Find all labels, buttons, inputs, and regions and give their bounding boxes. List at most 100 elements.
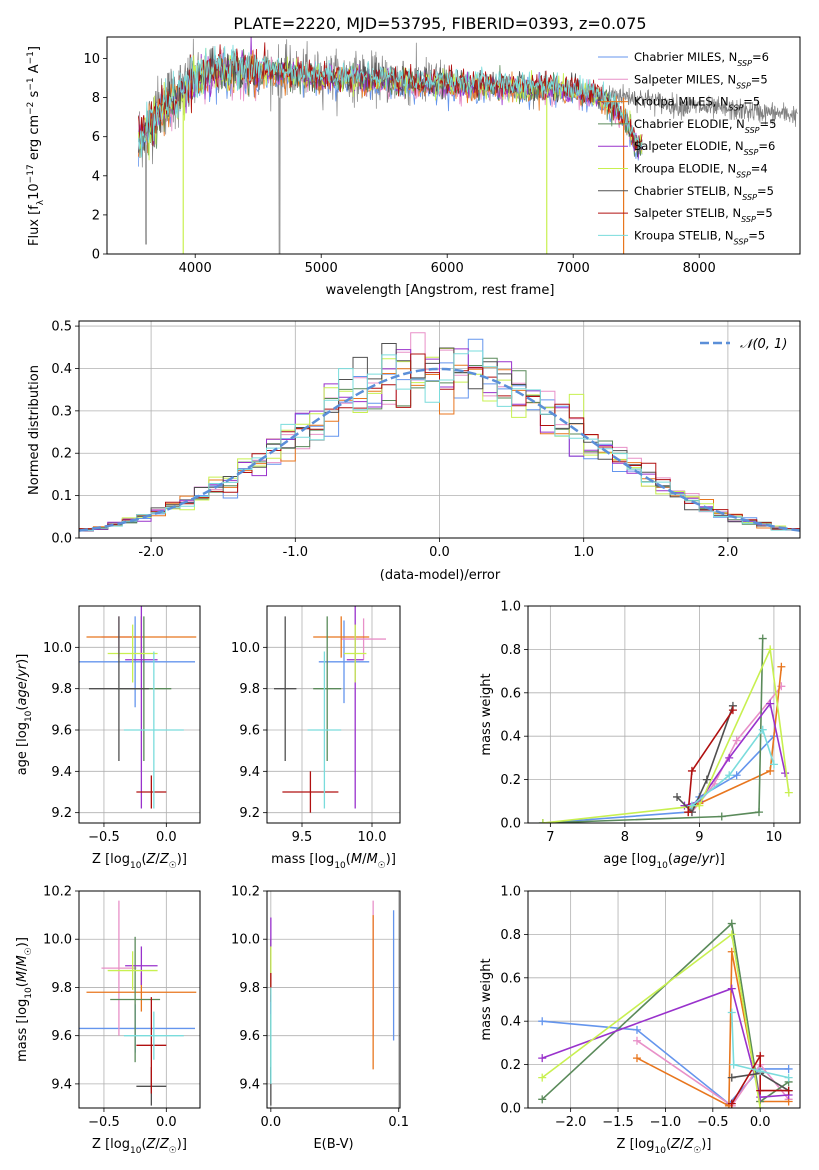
y-tick-label: 10.2 [231,885,260,900]
data-point [725,771,734,780]
legend-entry-kroupa-miles: Kroupa MILES, NSSP=5 [634,95,760,113]
series-kroupa-stelib [687,725,778,810]
y-tick-label: 2 [92,208,100,223]
x-tick-label: 0.0 [156,1115,177,1130]
data-point [727,919,736,928]
axes-frame [78,320,801,539]
x-tick-label: 9 [695,830,703,845]
y-axis-label: mass weight [479,673,494,755]
y-tick-label: 0.1 [51,489,72,504]
y-axis-label: mass [log10(M/M☉)] [15,937,34,1062]
data-point [766,645,775,654]
panel-5: 7 8 9 10 0.0 0.2 0.4 0.6 0.8 1.0 age [log10(age/yr… [479,600,801,871]
x-tick-label: 8 [621,830,629,845]
legend-entry-chabrier-stelib: Chabrier STELIB, NSSP=5 [634,184,774,202]
histogram-kroupa-stelib [79,350,800,531]
data-point [756,1051,765,1060]
errorbar-salpeter-elodie [125,946,158,986]
data-point [687,766,696,775]
y-tick-label: 0.8 [500,643,521,658]
data-point [717,812,726,821]
x-axis-label: (data-model)/error [380,568,501,583]
legend-entry-gaussian: 𝒩(0, 1) [740,337,787,352]
y-axis-label: Flux [fλ10−17 erg cm−2 s−1 A−1] [26,46,46,246]
x-tick-label: 6000 [431,261,464,276]
y-tick-label: 9.4 [239,765,260,780]
y-axis-label: age [log10(age/yr)] [15,654,34,776]
y-tick-label: 0.6 [500,686,521,701]
x-tick-label: 8000 [683,261,716,276]
data-point [777,662,786,671]
legend: 𝒩(0, 1) [700,337,787,352]
errorbar-chabrier-stelib [274,616,297,761]
legend: Chabrier MILES, NSSP=6 Salpeter MILES, NS… [598,50,776,246]
y-tick-label: 9.6 [51,724,72,739]
plot-area-2 [79,321,800,538]
errorbar-chabrier-stelib [88,616,149,761]
errorbar-salpeter-miles [101,900,137,1036]
errorbar-kroupa-miles [313,616,370,658]
data-point [755,808,764,817]
errorbar-kroupa-stelib [307,651,342,809]
y-tick-label: 9.2 [51,806,72,821]
y-tick-label: 9.4 [239,1077,260,1092]
legend-entry-kroupa-stelib: Kroupa STELIB, NSSP=5 [634,228,765,246]
errorbar-salpeter-stelib [282,771,339,813]
series-kroupa-stelib [727,1008,793,1082]
x-tick-label: 10 [766,830,783,845]
x-tick-label: −0.5 [88,830,120,845]
data-point [784,1086,793,1095]
y-tick-label: 0.4 [51,362,72,377]
axes-frame [78,605,201,824]
y-tick-label: 0.2 [51,447,72,462]
y-tick-label: 10.0 [231,933,260,948]
y-tick-label: 0.8 [500,928,521,943]
y-tick-label: 9.4 [51,1077,72,1092]
legend-entry-salpeter-stelib: Salpeter STELIB, NSSP=5 [634,206,773,224]
legend-entry-salpeter-miles: Salpeter MILES, NSSP=5 [634,72,768,90]
y-tick-label: 9.6 [239,1029,260,1044]
panel-2: -2.0 -1.0 0.0 1.0 2.0 0.0 0.1 0.2 0.3 0.4 0.5 (data… [27,320,801,583]
x-tick-label: 0.0 [750,1115,771,1130]
y-tick-label: 10.0 [231,641,260,656]
panel-6: −0.5 0.0 9.4 9.6 9.8 10.0 10.2 Z [log10(Z/Z☉)] m… [15,885,201,1156]
x-tick-label: −0.5 [88,1115,120,1130]
x-tick-label: −1.0 [650,1115,682,1130]
x-tick-label: -2.0 [138,545,163,560]
data-point [781,769,790,778]
y-tick-label: 6 [92,130,100,145]
x-axis-label: wavelength [Angstrom, rest frame] [326,283,555,298]
y-tick-label: 0.2 [500,1058,521,1073]
series-line [542,646,790,823]
axes-frame [266,605,401,824]
data-point [769,760,778,769]
series-kroupa-elodie [538,645,793,823]
y-tick-label: 9.8 [51,682,72,697]
y-axis-label: Normed distribution [27,365,42,495]
plot-area-5 [528,606,800,823]
panel-8: −2.0 −1.5 −1.0 −0.5 0.0 0.0 0.2 0.4 0.6 0.8 1.0 Z [… [479,885,801,1156]
errorbar-salpeter-stelib [136,997,167,1094]
y-tick-label: 0.0 [500,817,521,832]
errorbar-chabrier-elodie [313,616,342,761]
data-point [684,808,693,817]
series-line [691,727,775,807]
data-point [687,801,696,810]
data-point [538,1054,547,1063]
x-tick-label: 0.0 [429,545,450,560]
series-kroupa-elodie [538,930,765,1108]
data-point [702,775,711,784]
y-tick-label: 10.0 [43,933,72,948]
data-point [727,984,736,993]
plot-area-6 [79,891,200,1108]
x-tick-label: 2.0 [718,545,739,560]
data-point [784,1064,793,1073]
figure-title: PLATE=2220, MJD=53795, FIBERID=0393, z=0… [233,14,646,33]
y-tick-label: 0 [92,248,100,263]
y-tick-label: 0.2 [500,773,521,788]
axes-frame [266,890,401,1109]
y-tick-label: 9.2 [239,806,260,821]
plot-area-1 [138,37,798,254]
data-point [727,1008,736,1017]
